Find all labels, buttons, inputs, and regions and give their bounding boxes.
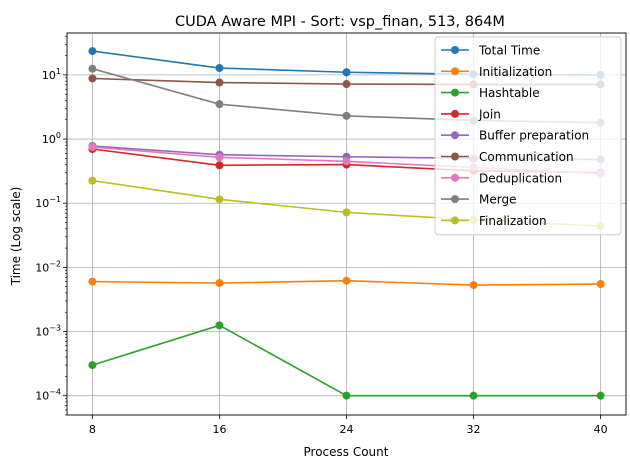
data-point [88,143,97,152]
legend-box [434,36,622,236]
data-point [215,161,224,170]
legend: Total Time Initialization Hashtable Join Buf… [434,36,622,236]
legend-label: Merge [479,193,516,207]
x-tick-label: 8 [89,423,96,436]
data-point [88,277,97,286]
legend-label: Hashtable [479,86,540,100]
data-point [469,281,478,290]
y-tick-label: 10−3 [35,324,61,339]
y-tick-label: 10−4 [35,388,61,403]
legend-marker [451,46,459,54]
data-point [88,47,97,56]
legend-marker [451,109,459,118]
x-tick-label: 24 [340,423,354,436]
legend-marker [451,195,459,204]
legend-marker [451,67,459,76]
data-point [342,276,351,285]
data-point [215,100,224,109]
y-tick-label: 100 [42,131,61,146]
x-axis-label: Process Count [304,445,389,459]
y-tick-label: 10−2 [35,259,61,274]
data-point [342,157,351,166]
data-point [88,64,97,73]
legend-label: Buffer preparation [479,129,589,143]
legend-marker [451,173,459,182]
data-point [342,80,351,89]
legend-label: Communication [479,150,574,164]
series-initialization [88,276,605,290]
data-point [88,74,97,83]
data-point [215,195,224,204]
legend-marker [451,88,459,97]
x-tick-label: 32 [467,423,481,436]
data-point [88,361,97,370]
data-point [342,111,351,120]
x-tick-label: 40 [594,423,608,436]
legend-label: Join [478,107,501,121]
legend-label: Deduplication [479,171,562,185]
legend-label: Total Time [478,44,540,58]
y-tick-label: 10−1 [35,195,61,210]
legend-marker [451,152,459,161]
legend-marker [451,131,459,140]
legend-label: Finalization [479,214,547,228]
data-point [342,208,351,217]
x-tick-label: 16 [212,423,226,436]
tick-labels: 8 16 24 32 40 10−4 10−3 10−2 10−1 100 101 [35,67,607,436]
legend-marker [451,216,459,225]
series-hashtable [88,321,605,400]
data-point [215,78,224,87]
data-point [596,280,605,289]
chart-title: CUDA Aware MPI - Sort: vsp_finan, 513, 8… [175,14,505,30]
data-point [88,176,97,185]
legend-label: Initialization [479,65,552,79]
y-axis-label: Time (Log scale) [9,187,23,287]
data-point [215,279,224,288]
data-point [215,64,224,73]
data-point [342,68,351,77]
data-point [215,153,224,162]
data-point [342,391,351,400]
plot-frame [66,32,627,416]
data-point [469,391,478,400]
y-tick-label: 101 [42,67,61,82]
data-point [596,391,605,400]
data-point [215,321,224,330]
axes [63,32,627,419]
